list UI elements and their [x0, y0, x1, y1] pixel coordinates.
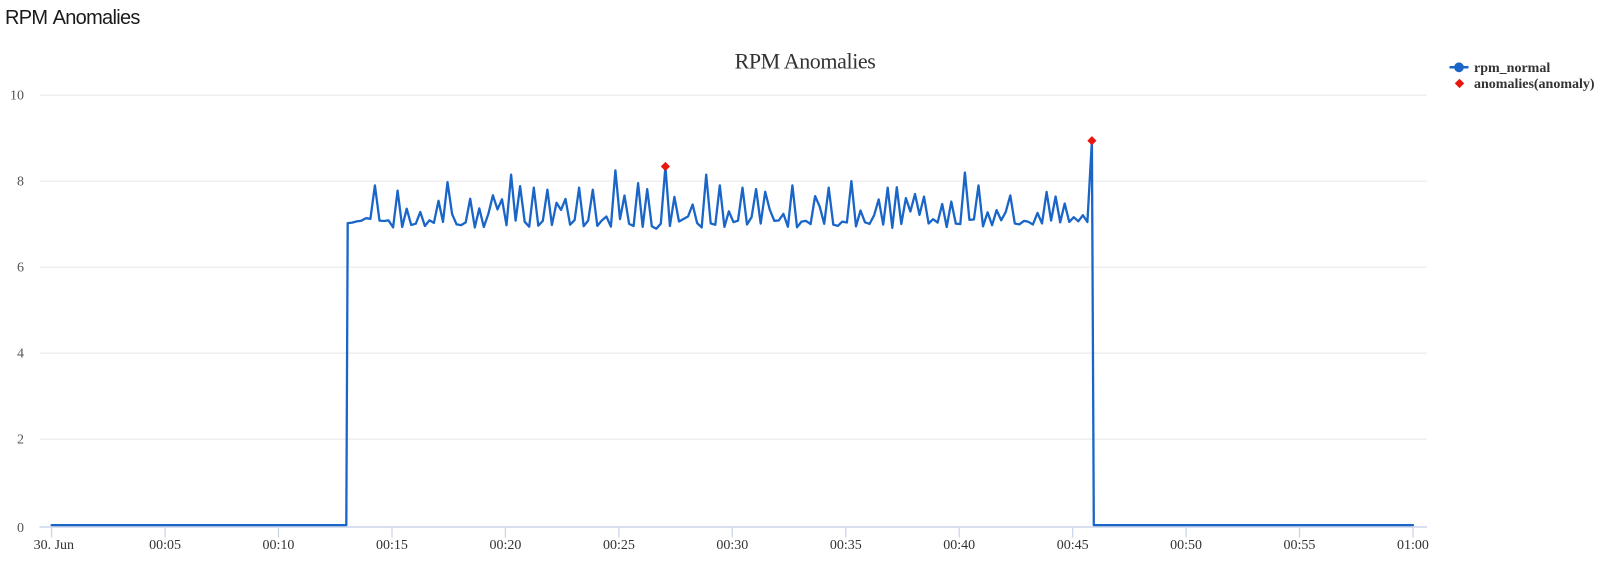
svg-text:rpm_normal: rpm_normal [1474, 61, 1550, 76]
svg-text:00:45: 00:45 [1057, 538, 1089, 553]
svg-text:01:00: 01:00 [1397, 538, 1429, 553]
svg-text:6: 6 [17, 261, 24, 276]
svg-text:00:15: 00:15 [376, 538, 408, 553]
svg-text:4: 4 [17, 347, 24, 362]
svg-text:0: 0 [17, 521, 24, 536]
svg-text:00:10: 00:10 [263, 538, 295, 553]
svg-text:10: 10 [10, 89, 24, 104]
svg-text:anomalies(anomaly): anomalies(anomaly) [1474, 77, 1595, 92]
svg-text:RPM Anomalies: RPM Anomalies [735, 49, 876, 74]
svg-text:00:05: 00:05 [149, 538, 181, 553]
svg-text:00:20: 00:20 [489, 538, 521, 553]
svg-text:00:35: 00:35 [830, 538, 862, 553]
svg-text:00:25: 00:25 [603, 538, 635, 553]
svg-text:00:50: 00:50 [1170, 538, 1202, 553]
svg-text:2: 2 [17, 433, 24, 448]
svg-text:00:55: 00:55 [1284, 538, 1316, 553]
svg-text:00:40: 00:40 [943, 538, 975, 553]
svg-text:00:30: 00:30 [716, 538, 748, 553]
svg-text:30. Jun: 30. Jun [34, 538, 74, 553]
svg-text:8: 8 [17, 175, 24, 190]
